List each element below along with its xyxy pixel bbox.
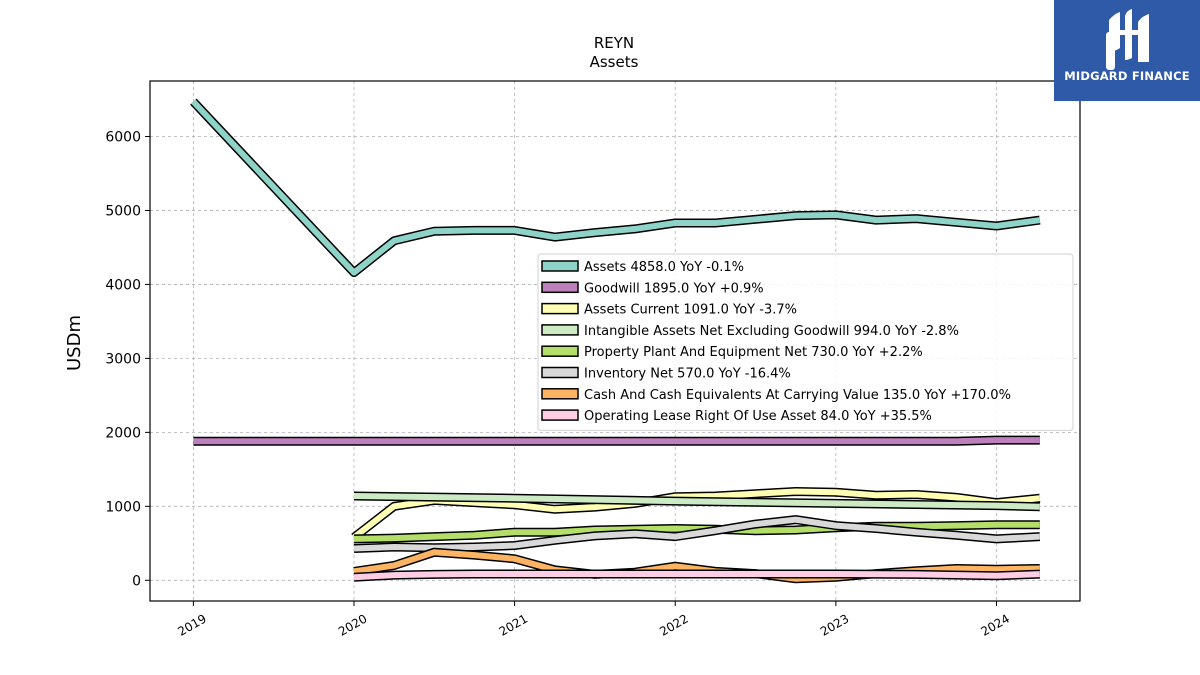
legend-swatch [541, 260, 579, 272]
series-outline-assets [190, 98, 1041, 278]
midgard-finance-logo: MIDGARD FINANCE [1054, 0, 1200, 101]
y-tick-label: 0 [132, 573, 141, 589]
legend-swatch [541, 409, 579, 421]
legend: Assets 4858.0 YoY -0.1% Goodwill 1895.0 Y… [537, 253, 1074, 431]
legend-label: Intangible Assets Net Excluding Goodwill… [584, 324, 959, 339]
legend-swatch [541, 345, 579, 357]
logo-mark-icon [1106, 9, 1149, 70]
legend-label: Operating Lease Right Of Use Asset 84.0 … [584, 409, 932, 424]
logo-text: MIDGARD FINANCE [1064, 69, 1190, 83]
legend-label: Cash And Cash Equivalents At Carrying Va… [584, 388, 1011, 403]
series-line-assets [191, 99, 1041, 276]
legend-label: Assets Current 1091.0 YoY -3.7% [584, 303, 797, 318]
series-line-operating-lease-right-of-use-asset [353, 571, 1040, 581]
x-axis: 2019 2020 2021 2022 2023 2024 [175, 601, 1012, 639]
legend-swatch [541, 366, 579, 379]
y-tick-label: 6000 [105, 129, 141, 145]
legend-swatch [541, 281, 579, 294]
x-tick-label: 2023 [818, 611, 851, 638]
y-axis-label: USDm [64, 315, 85, 371]
chart-subtitle: Assets [590, 53, 639, 71]
series-line-intangible-assets-net-excluding-goodwill [353, 493, 1040, 510]
x-tick-label: 2024 [979, 611, 1012, 638]
legend-label: Assets 4858.0 YoY -0.1% [584, 260, 744, 275]
y-axis: 0 1000 2000 3000 4000 5000 6000 [105, 129, 150, 589]
series-layer [190, 98, 1041, 584]
x-tick-label: 2022 [657, 611, 690, 638]
legend-box [537, 253, 1074, 431]
y-tick-label: 4000 [105, 277, 141, 293]
series-line-goodwill [193, 437, 1040, 445]
legend-swatch [541, 388, 579, 400]
legend-label: Property Plant And Equipment Net 730.0 Y… [584, 345, 923, 360]
chart-title: REYN [594, 34, 634, 52]
x-tick-label: 2021 [497, 611, 530, 638]
x-tick-label: 2019 [175, 611, 208, 638]
y-tick-label: 2000 [105, 425, 141, 441]
legend-label: Inventory Net 570.0 YoY -16.4% [584, 367, 791, 382]
series-line-property-plant-and-equipment-net [353, 521, 1040, 542]
legend-label: Goodwill 1895.0 YoY +0.9% [584, 281, 764, 296]
plot-frame [149, 80, 1081, 602]
x-tick-label: 2020 [336, 611, 369, 638]
series-line-inventory-net [353, 516, 1040, 552]
y-tick-label: 1000 [105, 499, 141, 515]
y-tick-label: 3000 [105, 351, 141, 367]
legend-swatch [541, 302, 579, 315]
series-line-assets-current [352, 488, 1041, 540]
legend-swatch [541, 324, 579, 336]
y-tick-label: 5000 [105, 203, 141, 219]
